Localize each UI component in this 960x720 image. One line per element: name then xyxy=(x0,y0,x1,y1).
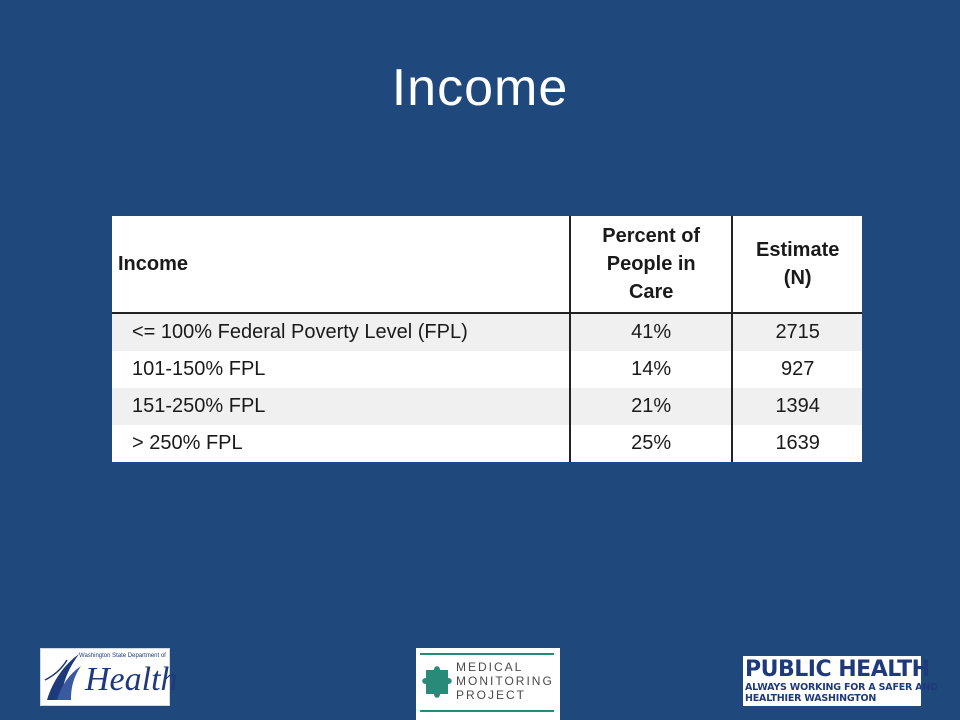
mmp-bottom-rule xyxy=(420,710,554,712)
table-row: > 250% FPL 25% 1639 xyxy=(112,425,862,462)
public-health-logo: PUBLIC HEALTH ALWAYS WORKING FOR A SAFER… xyxy=(743,656,938,706)
cell-income: <= 100% Federal Poverty Level (FPL) xyxy=(112,313,571,351)
doh-small-text: Washington State Department of xyxy=(79,653,166,659)
ph-small-text-1: ALWAYS WORKING FOR A SAFER AND xyxy=(745,682,938,693)
cell-income: 101-150% FPL xyxy=(112,351,571,388)
ph-big-text: PUBLIC HEALTH xyxy=(745,657,930,682)
cell-estimate: 1639 xyxy=(731,425,862,462)
mmp-line1: MEDICAL xyxy=(456,660,524,674)
header-estimate-line2: (N) xyxy=(783,267,812,289)
mmp-logo: MEDICAL MONITORING PROJECT xyxy=(416,648,560,720)
income-table: Income Percent of People in Care Estimat… xyxy=(112,216,862,462)
doh-logo: Washington State Department of Health xyxy=(40,648,178,706)
header-percent-line3: Care xyxy=(628,281,674,303)
table-header-row: Income Percent of People in Care Estimat… xyxy=(112,216,862,314)
puzzle-piece-icon xyxy=(422,666,452,698)
header-estimate: Estimate (N) xyxy=(731,216,862,314)
cell-income: > 250% FPL xyxy=(112,425,571,462)
cell-estimate: 2715 xyxy=(731,313,862,351)
doh-swoosh-icon xyxy=(44,654,81,700)
header-income: Income xyxy=(112,216,571,314)
slide-title: Income xyxy=(391,59,569,117)
mmp-text: MEDICAL MONITORING PROJECT xyxy=(456,660,554,702)
header-percent-line2: People in xyxy=(606,253,696,275)
mmp-line2: MONITORING xyxy=(456,674,554,688)
ph-small-text-2: HEALTHIER WASHINGTON xyxy=(745,693,877,704)
cell-percent: 25% xyxy=(569,425,733,462)
cell-estimate: 927 xyxy=(731,351,862,388)
header-percent-line1: Percent of xyxy=(602,225,701,247)
table-row: 151-250% FPL 21% 1394 xyxy=(112,388,862,425)
cell-income: 151-250% FPL xyxy=(112,388,571,425)
mmp-top-rule xyxy=(420,653,554,655)
mmp-line3: PROJECT xyxy=(456,688,527,702)
cell-estimate: 1394 xyxy=(731,388,862,425)
header-estimate-line1: Estimate xyxy=(756,239,840,261)
cell-percent: 14% xyxy=(569,351,733,388)
table-row: 101-150% FPL 14% 927 xyxy=(112,351,862,388)
doh-big-text: Health xyxy=(85,661,178,698)
table-row: <= 100% Federal Poverty Level (FPL) 41% … xyxy=(112,313,862,351)
header-percent: Percent of People in Care xyxy=(569,216,733,314)
cell-percent: 21% xyxy=(569,388,733,425)
cell-percent: 41% xyxy=(569,313,733,351)
